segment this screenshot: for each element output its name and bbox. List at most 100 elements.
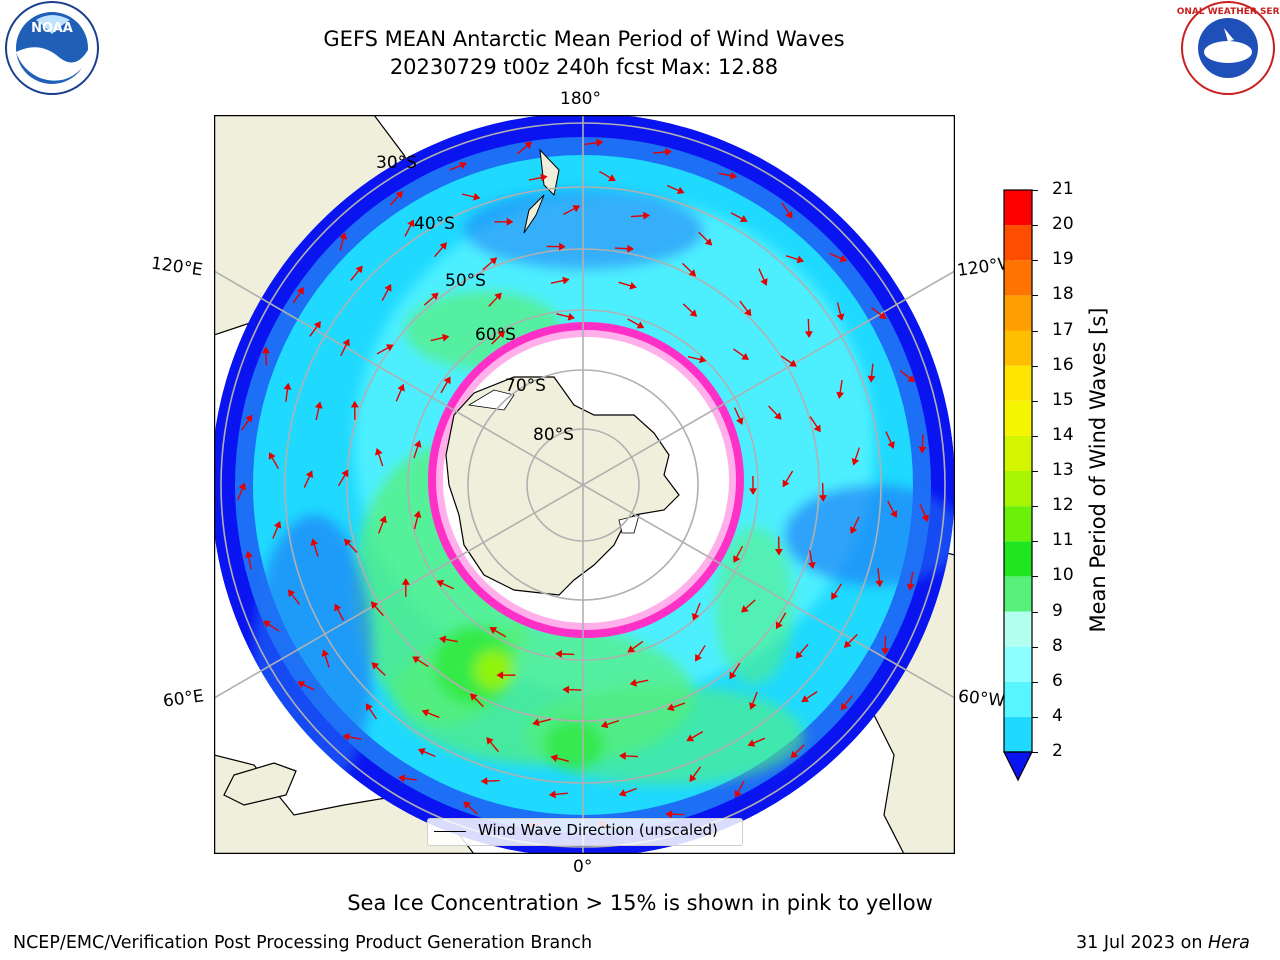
credit-date: 31 Jul 2023 on Hera	[1076, 933, 1250, 953]
wind-arrow-head	[431, 292, 439, 300]
nws-logo: NATIONAL WEATHER SERVICE	[1153, 0, 1280, 100]
wind-arrow-head	[782, 479, 790, 488]
wind-arrow-head	[627, 244, 634, 253]
wind-arrow-head	[305, 470, 314, 478]
wind-arrow-head	[413, 510, 422, 519]
wind-arrow-head	[627, 645, 636, 653]
wind-arrow-head	[643, 211, 650, 220]
legend-label: Wind Wave Direction (unscaled)	[478, 821, 718, 839]
wind-arrow-head	[343, 538, 352, 547]
wind-arrow-head	[559, 242, 566, 251]
chart-subtitle: 20230729 t00z 240h fcst Max: 12.88	[389, 55, 779, 79]
wind-arrow-head	[417, 748, 426, 756]
colorbar-band	[1004, 576, 1032, 612]
legend-line-swatch	[434, 831, 466, 832]
colorbar-tick-label: 14	[1052, 424, 1074, 445]
wind-arrow-head	[436, 579, 445, 588]
wind-arrow-head	[676, 186, 685, 195]
colorbar-band	[1004, 400, 1032, 436]
colorbar-tick	[1032, 435, 1038, 437]
wind-arrow-head	[785, 211, 793, 219]
colorbar-tick-label: 4	[1052, 705, 1063, 726]
colorbar-band	[1004, 646, 1032, 682]
lon-label-60w: 60°W	[957, 686, 1006, 712]
wind-arrow-head	[540, 173, 548, 182]
wind-arrow-head	[840, 702, 848, 711]
wind-arrow-head	[341, 469, 349, 478]
wind-arrow-head	[268, 452, 276, 460]
wind-arrow-head	[555, 649, 563, 658]
wind-arrow-head	[596, 138, 604, 147]
colorbar-tick-label: 8	[1052, 635, 1063, 656]
colorbar-band	[1004, 190, 1032, 226]
graticule	[214, 115, 955, 854]
wind-arrow-head	[839, 254, 848, 263]
wind-arrow-head	[334, 603, 342, 612]
wind-arrow-head	[775, 621, 783, 630]
wind-arrow-head	[760, 278, 768, 286]
wind-arrow-head	[665, 810, 673, 819]
wind-arrow-head	[739, 215, 748, 223]
svg-text:NATIONAL WEATHER SERVICE: NATIONAL WEATHER SERVICE	[1176, 7, 1280, 17]
wind-arrow-head	[397, 383, 405, 392]
wind-arrow-head	[407, 219, 415, 228]
colorbar-tick	[1032, 752, 1038, 753]
wind-arrow-head	[486, 737, 494, 745]
wind-arrow-head	[704, 238, 713, 246]
colorbar-tick-label: 9	[1052, 600, 1063, 621]
colorbar-tick-label: 18	[1052, 284, 1074, 305]
lat-label-30s: 30°S	[376, 153, 417, 173]
colorbar-tick	[1032, 190, 1038, 191]
wind-arrow-head	[851, 457, 860, 466]
credit-branch: NCEP/EMC/Verification Post Processing Pr…	[13, 933, 593, 953]
wind-arrow-head	[379, 515, 387, 524]
colorbar-tick	[1032, 541, 1038, 543]
colorbar-band	[1004, 506, 1032, 542]
colorbar-tick	[1032, 611, 1038, 613]
wind-arrow-head	[790, 750, 799, 759]
lon-label-180: 180°	[560, 89, 601, 109]
antarctic-map	[213, 114, 956, 855]
wind-arrow-head	[365, 703, 373, 712]
wind-arrow-head	[385, 344, 394, 352]
wind-arrow-head	[629, 281, 637, 290]
wind-arrow-head	[747, 739, 756, 747]
wind-arrow-head	[813, 424, 821, 433]
wind-arrow-head	[831, 592, 839, 600]
wind-arrow-head	[819, 495, 827, 502]
colorbar-band	[1004, 681, 1032, 717]
wind-arrow-head	[355, 265, 363, 274]
wind-arrow-head	[413, 440, 422, 448]
wind-arrow-head	[600, 720, 609, 729]
colorbar-tick	[1032, 716, 1038, 718]
wind-arrow-head	[686, 734, 695, 742]
wind-arrow-head	[804, 331, 813, 338]
colorbar-tick	[1032, 400, 1038, 402]
colorbar-tick	[1032, 576, 1038, 578]
colorbar-tick-label: 21	[1052, 179, 1074, 199]
colorbar-band	[1004, 541, 1032, 577]
wind-arrow-head	[480, 777, 488, 786]
wind-arrow-head	[666, 703, 675, 711]
colorbar-tick-label: 13	[1052, 460, 1074, 480]
wind-arrow-head	[443, 376, 451, 385]
wind-arrow-head	[907, 374, 916, 383]
wind-arrow-head	[313, 321, 321, 329]
wind-arrow-head	[572, 205, 581, 213]
lat-label-50s: 50°S	[445, 271, 486, 291]
wind-arrow-head	[421, 709, 430, 717]
wind-arrow-head	[734, 789, 742, 798]
wind-arrow-head	[562, 685, 570, 694]
wind-arrow-head	[741, 352, 749, 360]
wind-arrow-head	[548, 790, 556, 799]
wind-arrow-head	[245, 414, 253, 423]
wind-arrow-head	[310, 538, 319, 546]
wind-arrow-head	[774, 548, 783, 556]
wind-arrow-head	[562, 276, 570, 285]
colorbar-tick-label: 16	[1052, 354, 1074, 375]
wind-arrow-head	[733, 555, 741, 563]
wind-arrow-head	[749, 488, 758, 495]
wind-arrow-head	[314, 401, 323, 409]
colorbar-tick-label: 12	[1052, 495, 1074, 516]
wind-arrow-head	[321, 649, 330, 657]
